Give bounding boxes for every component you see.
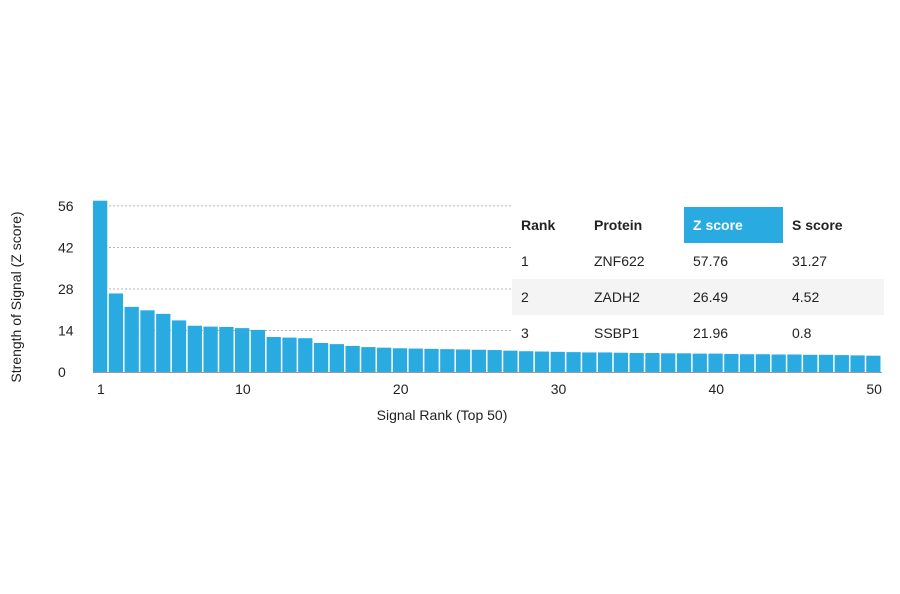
bar-rank-3 [124,306,139,372]
protein-cell: ZADH2 [585,279,684,315]
table-header-row: Rank Protein Z score S score [512,207,884,243]
bar-rank-21 [408,348,423,372]
bar-rank-26 [487,350,502,372]
s-score-cell: 31.27 [792,253,828,269]
y-tick-label: 0 [58,364,66,380]
rank-cell: 2 [512,279,585,315]
y-tick-label: 28 [58,281,74,297]
y-axis-title: Strength of Signal (Z score) [8,211,24,382]
x-tick-label: 1 [97,381,105,397]
bar-rank-16 [329,344,344,372]
bar-rank-45 [787,354,802,372]
bar-rank-34 [613,352,629,372]
z-score-cell: 57.76 [693,253,729,269]
bar-rank-40 [708,353,723,372]
bar-rank-20 [392,348,408,372]
header-protein: Protein [594,217,643,233]
y-tick-label: 42 [58,239,74,255]
bar-rank-11 [250,329,266,372]
bar-rank-14 [298,338,313,372]
header-s-score: S score [792,217,843,233]
bar-rank-12 [266,337,281,372]
bar-rank-9 [219,326,234,372]
protein-cell: ZNF622 [594,253,645,269]
bar-rank-33 [597,352,613,372]
bar-rank-43 [755,354,771,372]
x-tick-label: 10 [235,381,251,397]
x-tick-label: 50 [866,381,882,397]
bar-rank-36 [645,353,660,372]
bar-rank-28 [519,351,534,372]
bar-rank-18 [361,347,376,372]
s-score-cell: 0.8 [792,325,812,341]
bar-rank-2 [108,293,124,372]
rank-cell: 1 [521,253,529,269]
protein-cell: SSBP1 [594,325,640,341]
bar-rank-46 [803,354,818,372]
table-row: 3 SSBP1 21.96 0.8 [512,315,884,351]
bar-rank-6 [171,320,187,372]
bar-rank-42 [739,354,755,372]
bar-rank-22 [424,348,439,372]
bar-rank-5 [156,313,171,372]
header-rank: Rank [521,217,556,233]
bar-rank-37 [661,353,676,372]
bar-rank-1 [93,200,108,372]
bar-rank-38 [676,353,692,372]
rank-cell: 3 [521,325,529,341]
z-score-cell: 21.96 [693,325,729,341]
x-tick-label: 20 [393,381,409,397]
bar-rank-13 [282,337,297,372]
bars [93,200,881,372]
bar-rank-48 [834,355,849,372]
bar-rank-47 [818,354,834,372]
bar-rank-23 [440,349,455,372]
x-axis-title: Signal Rank (Top 50) [377,407,508,423]
bar-rank-49 [850,355,865,372]
bar-rank-44 [771,354,786,372]
bar-rank-17 [345,345,360,372]
s-score-cell: 4.52 [783,279,884,315]
bar-rank-15 [313,342,329,372]
y-tick-labels: 0 14 28 42 56 [58,198,74,380]
bar-rank-7 [187,325,202,372]
y-tick-label: 14 [58,322,74,338]
bar-rank-19 [377,347,392,372]
bar-rank-10 [235,328,250,372]
bar-rank-35 [629,353,644,372]
table-row: 2 ZADH2 26.49 4.52 [512,279,884,315]
header-z-score: Z score [684,207,783,243]
top-hits-table: Rank Protein Z score S score 1 ZNF622 57… [512,207,884,351]
y-tick-label: 56 [58,198,74,214]
x-tick-labels: 1 10 20 30 40 50 [97,381,882,397]
bar-rank-8 [203,326,218,372]
bar-rank-4 [140,310,155,372]
x-tick-label: 40 [709,381,725,397]
bar-rank-27 [503,350,518,372]
z-score-cell: 26.49 [684,279,783,315]
bar-rank-25 [471,349,486,372]
bar-rank-32 [582,352,597,372]
bar-rank-30 [550,351,565,372]
bar-rank-24 [455,349,471,372]
x-tick-label: 30 [551,381,567,397]
bar-rank-39 [692,353,707,372]
bar-rank-31 [566,352,581,372]
bar-rank-29 [534,351,550,372]
table-row: 1 ZNF622 57.76 31.27 [512,243,884,279]
bar-rank-41 [724,353,739,372]
gridlines [93,205,512,331]
bar-rank-50 [866,355,881,372]
